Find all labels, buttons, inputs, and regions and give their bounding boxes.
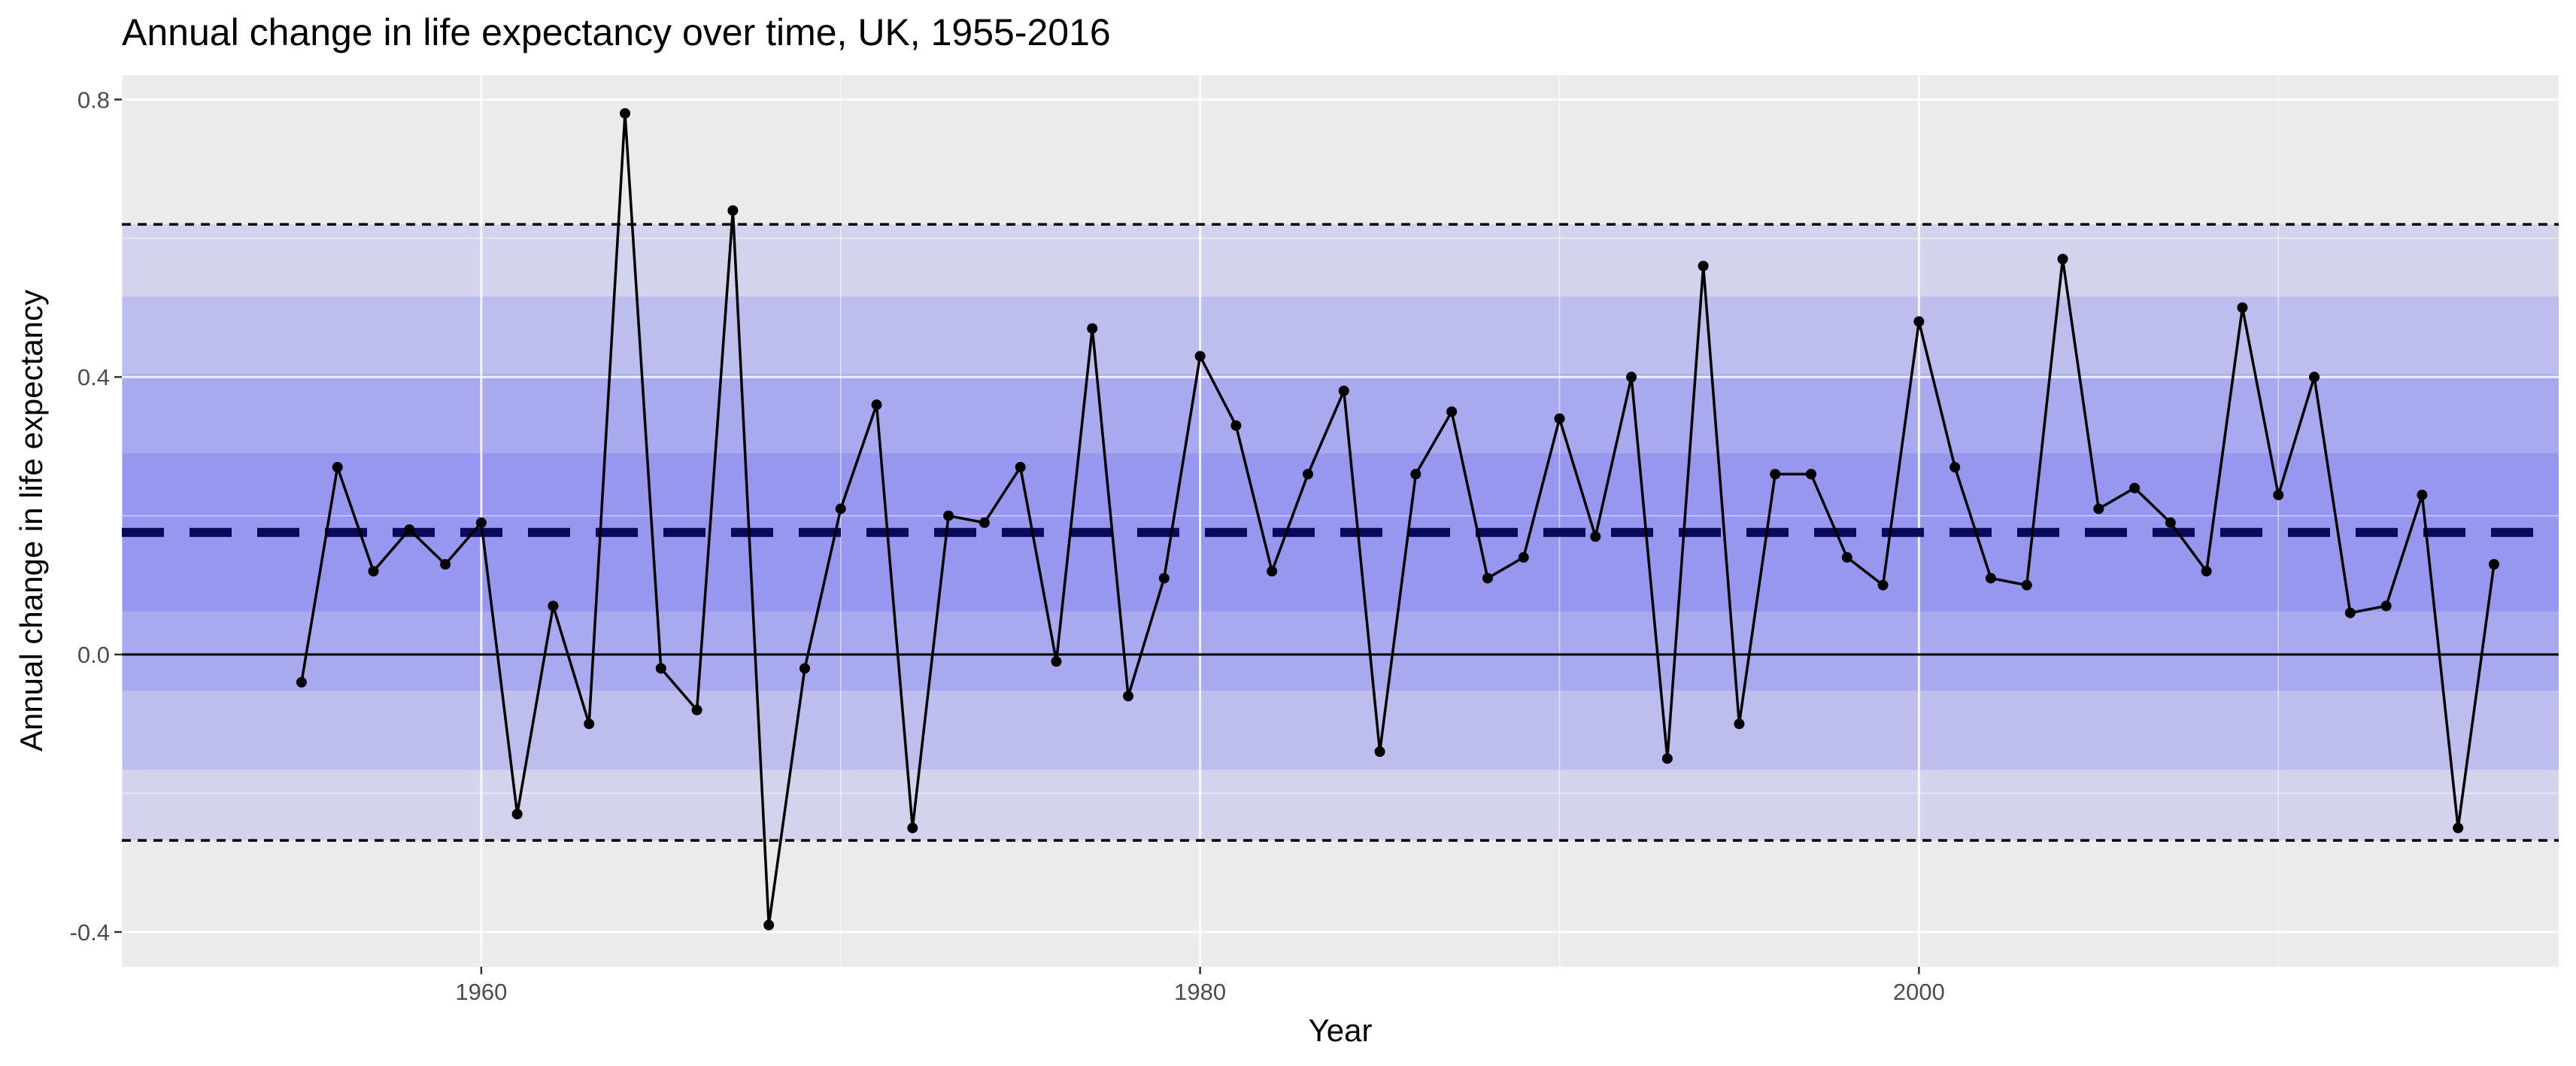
data-point	[1661, 753, 1673, 764]
data-point	[1267, 566, 1278, 577]
data-point	[368, 566, 379, 577]
data-point	[835, 503, 846, 515]
data-point	[763, 919, 775, 931]
data-point	[907, 822, 918, 834]
data-point	[1698, 260, 1709, 272]
data-point	[1051, 656, 1062, 667]
data-point	[475, 517, 487, 528]
data-point	[2165, 517, 2176, 528]
data-point	[799, 663, 810, 674]
data-point	[1985, 572, 1996, 584]
data-point	[1230, 420, 1242, 431]
data-point	[1338, 385, 1349, 396]
y-axis-title: Annual change in life expectancy	[14, 290, 49, 752]
data-points	[296, 108, 2499, 931]
data-point	[2344, 607, 2356, 618]
data-point	[296, 676, 307, 688]
y-axis: -0.4 0.0 0.4 0.8	[70, 87, 122, 946]
data-point	[2273, 489, 2284, 500]
data-point	[2093, 503, 2104, 515]
data-point	[2488, 559, 2499, 570]
data-point	[511, 809, 523, 820]
data-point	[332, 462, 343, 473]
data-point	[1194, 351, 1206, 362]
x-tick-label: 1960	[455, 979, 507, 1005]
data-point	[1877, 579, 1889, 591]
data-point	[1482, 572, 1493, 584]
data-point	[2309, 372, 2320, 383]
data-point	[1806, 469, 1817, 480]
data-point	[1841, 551, 1852, 563]
data-point	[1554, 413, 1565, 424]
x-axis: 1960 1980 2000	[455, 967, 1945, 1005]
data-point	[2417, 489, 2428, 500]
data-point	[691, 704, 702, 715]
x-axis-title: Year	[1309, 1013, 1373, 1048]
data-point	[2129, 482, 2141, 494]
data-point	[548, 600, 559, 612]
x-tick-label: 2000	[1893, 979, 1945, 1005]
data-point	[2237, 302, 2248, 313]
y-tick-label: 0.0	[77, 642, 110, 668]
data-point	[2201, 566, 2212, 577]
data-point	[1374, 746, 1385, 758]
data-point	[1410, 469, 1422, 480]
data-point	[404, 524, 415, 536]
data-point	[1734, 718, 1745, 730]
data-point	[2057, 254, 2068, 265]
y-tick-label: 0.4	[77, 364, 110, 390]
data-point	[1015, 462, 1026, 473]
data-point	[979, 517, 990, 528]
data-point	[1770, 469, 1781, 480]
data-point	[1302, 469, 1313, 480]
data-point	[727, 205, 739, 216]
series-line	[300, 113, 2496, 925]
x-tick-label: 1980	[1174, 979, 1226, 1005]
data-point	[1518, 551, 1529, 563]
data-point	[871, 399, 882, 411]
data-point	[655, 663, 666, 674]
data-point	[2453, 822, 2464, 834]
data-point	[1626, 372, 1637, 383]
data-point	[620, 108, 631, 119]
data-point	[1913, 316, 1925, 327]
chart-title: Annual change in life expectancy over ti…	[122, 11, 1111, 53]
data-point	[1949, 462, 1961, 473]
y-tick-label: -0.4	[70, 919, 110, 946]
data-point	[1446, 406, 1458, 418]
data-point	[2380, 600, 2392, 612]
data-point	[1158, 572, 1170, 584]
data-point	[1087, 323, 1098, 334]
data-point	[440, 559, 451, 570]
data-point	[1590, 531, 1601, 542]
y-tick-label: 0.8	[77, 87, 110, 113]
data-point	[1123, 691, 1134, 702]
data-point	[2021, 579, 2032, 591]
data-point	[584, 718, 595, 730]
data-point	[943, 510, 954, 521]
